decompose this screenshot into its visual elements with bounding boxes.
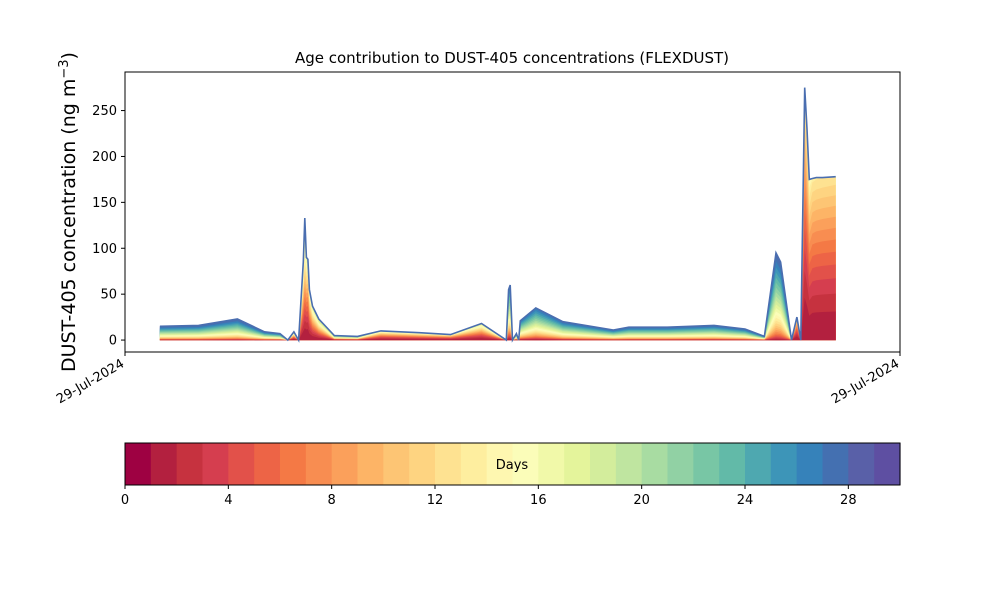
colorbar-swatch-10 [383,443,410,485]
age-band-area-16 [159,87,836,341]
y-axis-label-main: DUST-405 concentration (ng m [58,79,80,372]
colorbar-swatch-16 [538,443,565,485]
colorbar-tick-label-6: 24 [737,493,754,508]
colorbar-swatch-23 [719,443,746,485]
colorbar-swatch-6 [280,443,307,485]
y-tick-label-2: 100 [92,242,117,257]
age-band-area-9 [159,140,836,341]
colorbar-swatch-20 [641,443,669,485]
axes-frame [124,71,901,353]
age-band-area-24 [159,87,836,341]
colorbar-label: Days [496,458,529,473]
age-band-area-26 [159,87,836,341]
colorbar: 0 4 8 12 16 20 24 28 [121,442,901,508]
colorbar-swatch-22 [693,443,720,485]
age-band-area-20 [159,87,836,341]
colorbar-swatch-17 [564,443,591,485]
age-band-area-23 [159,87,836,341]
colorbar-tick-label-4: 16 [530,493,547,508]
plot-area [159,87,836,343]
colorbar-swatch-9 [357,443,384,485]
colorbar-tick-label-0: 0 [121,493,129,508]
colorbar-swatch-2 [176,443,204,485]
age-band-area-3 [159,248,836,341]
colorbar-swatch-26 [796,443,824,485]
y-axis-label-close: ) [58,52,80,59]
age-band-area-21 [159,87,836,341]
colorbar-swatch-28 [848,443,875,485]
colorbar-swatch-24 [745,443,772,485]
colorbar-swatch-19 [615,443,643,485]
colorbar-swatch-29 [874,443,901,485]
colorbar-swatch-18 [590,443,617,485]
age-band-area-18 [159,87,836,341]
age-band-area-7 [159,173,836,341]
y-tick-label-0: 0 [109,334,117,349]
x-axis: 29-Jul-2024 29-Jul-2024 [54,352,902,407]
colorbar-swatch-5 [254,443,281,485]
colorbar-swatch-7 [305,443,333,485]
age-band-area-8 [159,156,836,341]
y-tick-label-1: 50 [100,288,117,303]
chart-title: Age contribution to DUST-405 concentrati… [295,49,729,67]
age-band-area-11 [159,109,836,341]
colorbar-swatch-25 [770,443,798,485]
total-concentration-line [159,87,836,343]
age-band-area-25 [159,87,836,341]
colorbar-tick-label-5: 20 [633,493,650,508]
age-band-area-19 [159,87,836,341]
age-band-area-4 [159,228,836,341]
colorbar-swatch-0 [125,443,152,485]
y-axis-label: DUST-405 concentration (ng m−3) [57,52,80,372]
colorbar-tick-label-7: 28 [840,493,857,508]
y-axis: 0 50 100 150 200 250 [92,104,125,349]
age-band-area-14 [159,87,836,341]
age-band-area-27 [159,87,836,341]
colorbar-swatch-15 [512,443,539,485]
age-band-area-10 [159,124,836,341]
colorbar-frame [124,442,901,486]
colorbar-swatch-14 [486,443,514,485]
y-tick-label-4: 200 [92,150,117,165]
colorbar-swatch-21 [667,443,694,485]
age-band-area-29 [159,87,836,341]
colorbar-tick-label-1: 4 [224,493,232,508]
colorbar-swatch-4 [228,443,255,485]
age-band-area-15 [159,87,836,341]
colorbar-swatch-11 [409,443,436,485]
colorbar-tick-label-3: 12 [427,493,444,508]
age-band-area-12 [159,93,836,341]
colorbar-swatch-8 [331,443,359,485]
age-band-area-6 [159,190,836,341]
age-band-area-5 [159,208,836,341]
colorbar-swatch-27 [822,443,849,485]
colorbar-swatch-1 [150,443,178,485]
x-tick-label-1: 29-Jul-2024 [829,356,902,407]
age-band-area-22 [159,87,836,341]
age-band-area-28 [159,87,836,341]
colorbar-swatch-3 [202,443,229,485]
colorbar-swatch-13 [460,443,488,485]
y-tick-label-5: 250 [92,104,117,119]
age-band-area-17 [159,87,836,341]
colorbar-swatch-12 [435,443,462,485]
y-tick-label-3: 150 [92,196,117,211]
colorbar-tick-label-2: 8 [328,493,336,508]
age-band-area-13 [159,87,836,341]
y-axis-label-unit-exponent: −3 [57,59,72,78]
